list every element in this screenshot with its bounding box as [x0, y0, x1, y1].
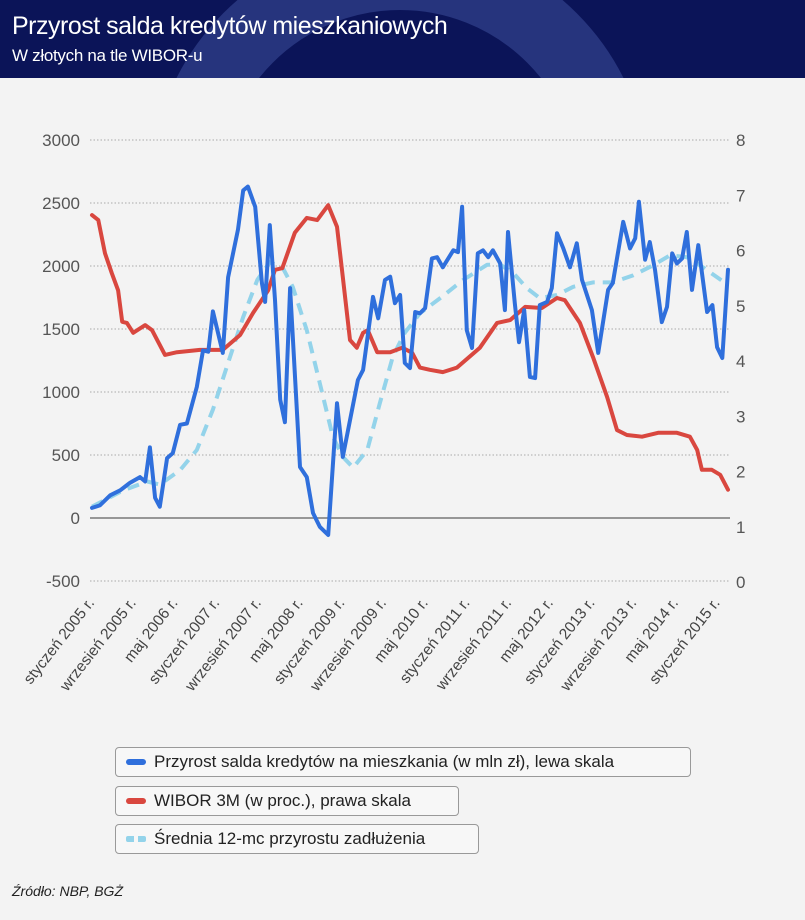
source-note: Źródło: NBP, BGŻ — [12, 883, 124, 899]
right-axis-tick-label: 7 — [736, 186, 745, 205]
x-axis-tick-label: wrzesień 2009 r. — [307, 595, 391, 695]
left-axis-tick-label: 3000 — [42, 131, 80, 150]
chart-area: 3000 2500 2000 1500 1000 500 0 -500 8 7 6 5 4 3 2 1 0 s… — [21, 131, 746, 695]
left-axis-tick-label: 2500 — [42, 194, 80, 213]
right-axis-tick-label: 0 — [736, 573, 745, 592]
legend-label: Przyrost salda kredytów na mieszkania (w… — [154, 752, 615, 771]
right-axis-tick-label: 5 — [736, 297, 745, 316]
right-axis-tick-label: 8 — [736, 131, 745, 150]
chart-header: Przyrost salda kredytów mieszkaniowych W… — [0, 0, 805, 78]
chart-subtitle: W złotych na tle WIBOR-u — [12, 46, 203, 65]
series-line-loan-growth — [90, 184, 730, 537]
left-axis-tick-label: -500 — [46, 572, 80, 591]
left-axis-tick-label: 1500 — [42, 320, 80, 339]
right-axis-tick-label: 4 — [736, 352, 745, 371]
right-axis-ticks: 8 7 6 5 4 3 2 1 0 — [736, 131, 745, 592]
left-axis-ticks: 3000 2500 2000 1500 1000 500 0 -500 — [42, 131, 80, 591]
legend-label: WIBOR 3M (w proc.), prawa skala — [154, 791, 411, 810]
right-axis-tick-label: 3 — [736, 407, 745, 426]
left-axis-tick-label: 1000 — [42, 383, 80, 402]
legend-item-loan-growth: Przyrost salda kredytów na mieszkania (w… — [115, 747, 691, 777]
series-line-wibor — [90, 203, 730, 492]
right-axis-tick-label: 6 — [736, 242, 745, 261]
chart-title: Przyrost salda kredytów mieszkaniowych — [12, 12, 448, 40]
right-axis-tick-label: 2 — [736, 463, 745, 482]
x-axis-ticks: styczeń 2005 r.wrzesień 2005 r.maj 2006 … — [21, 595, 724, 695]
left-axis-tick-label: 0 — [71, 509, 80, 528]
left-axis-tick-label: 2000 — [42, 257, 80, 276]
legend-swatch-blue — [126, 759, 146, 765]
legend-item-average: Średnia 12-mc przyrostu zadłużenia — [115, 824, 479, 854]
right-axis-tick-label: 1 — [736, 518, 745, 537]
legend-item-wibor: WIBOR 3M (w proc.), prawa skala — [115, 786, 459, 816]
x-axis-tick-label: wrzesień 2007 r. — [181, 595, 265, 695]
x-axis-tick-label: wrzesień 2005 r. — [56, 595, 140, 695]
series-lines — [90, 184, 730, 537]
legend-swatch-red — [126, 798, 146, 804]
left-axis-tick-label: 500 — [52, 446, 80, 465]
x-axis-tick-label: wrzesień 2011 r. — [432, 595, 515, 694]
legend-swatch-dashed — [126, 836, 146, 842]
series-line-average — [91, 253, 730, 509]
x-axis-tick-label: wrzesień 2013 r. — [557, 595, 641, 695]
legend-label: Średnia 12-mc przyrostu zadłużenia — [154, 829, 426, 848]
